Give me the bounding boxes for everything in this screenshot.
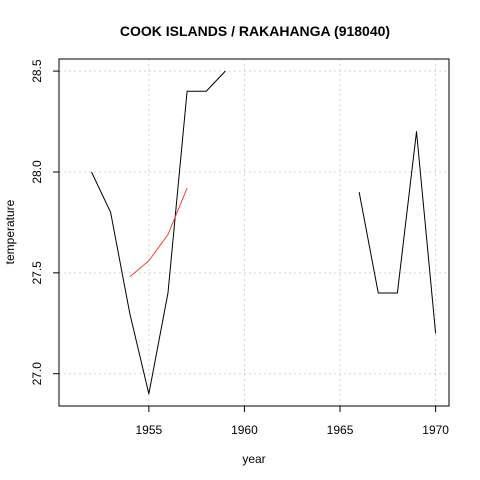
y-tick-label: 28.0 xyxy=(30,160,44,184)
series-1-line xyxy=(91,70,226,395)
y-axis: 27.0 27.5 28.0 28.5 xyxy=(30,59,59,385)
series-1-line xyxy=(358,131,437,334)
x-axis: 1955 1960 1965 1970 xyxy=(136,406,449,437)
y-tick-label: 28.5 xyxy=(30,59,44,83)
y-tick-label: 27.5 xyxy=(30,261,44,285)
y-tick-label: 27.0 xyxy=(30,362,44,386)
series-layer xyxy=(91,70,437,395)
plot-frame xyxy=(58,58,450,407)
x-tick-label: 1965 xyxy=(327,423,354,437)
y-axis-label: temperature xyxy=(3,199,17,264)
grid xyxy=(59,59,449,406)
x-tick-label: 1970 xyxy=(422,423,449,437)
x-axis-label: year xyxy=(242,452,265,466)
x-tick-label: 1955 xyxy=(136,423,163,437)
x-tick-label: 1960 xyxy=(231,423,258,437)
chart-title: COOK ISLANDS / RAKAHANGA (918040) xyxy=(120,23,390,39)
series-2-line xyxy=(129,187,188,278)
